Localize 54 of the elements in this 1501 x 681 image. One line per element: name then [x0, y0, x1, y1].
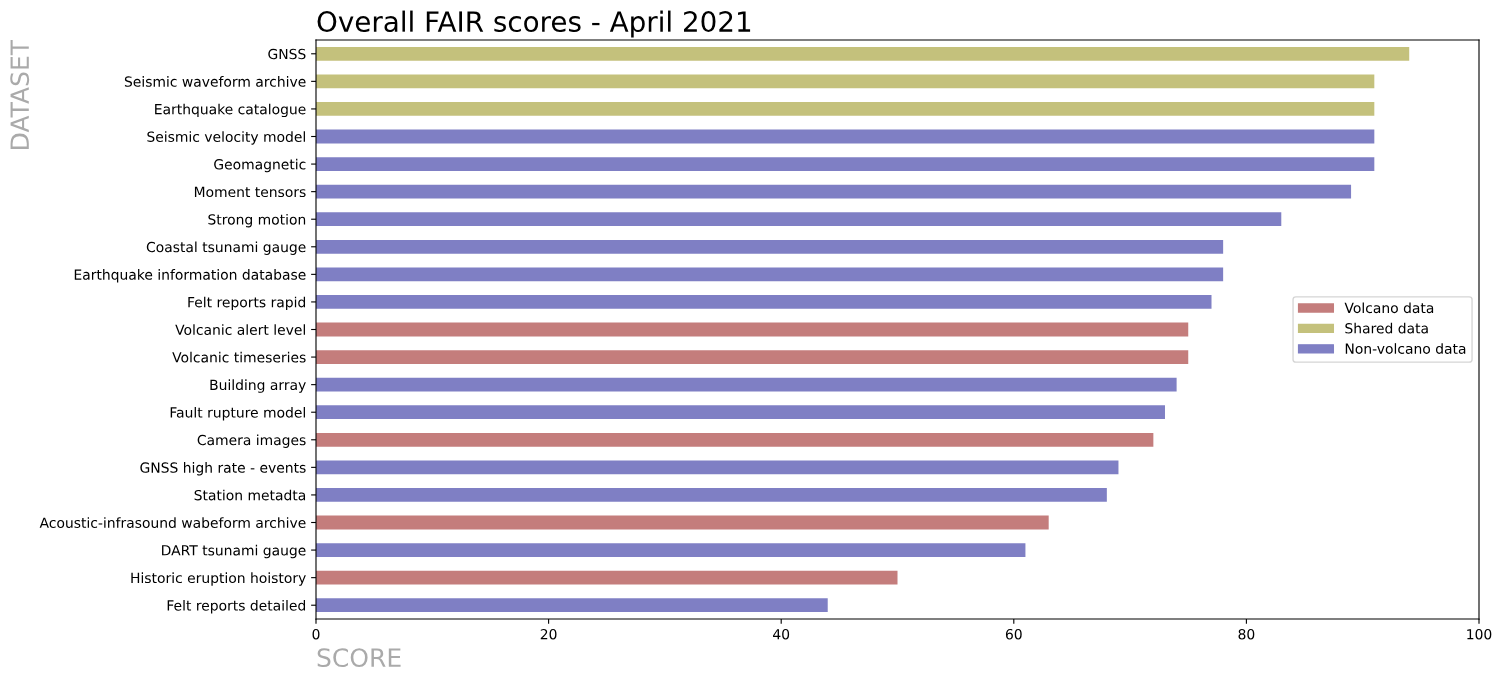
- bar: [316, 598, 828, 613]
- y-tick-label: Coastal tsunami gauge: [146, 241, 306, 255]
- y-tick-label: GNSS: [268, 48, 306, 60]
- y-tick-label: DART tsunami gauge: [162, 544, 306, 559]
- bar: [316, 350, 1189, 364]
- bar: [316, 74, 1375, 89]
- legend-label: Non-volcano data: [1345, 343, 1466, 354]
- y-tick-label: Felt reports rapid: [188, 296, 306, 311]
- y-tick-label: Camera images: [197, 434, 306, 448]
- x-tick-label: 100: [1467, 628, 1492, 640]
- y-tick-label: Volcanic alert level: [175, 324, 305, 335]
- bar: [316, 239, 1224, 254]
- bar: [316, 570, 898, 585]
- y-tick-label: GNSS high rate - events: [140, 462, 306, 476]
- bar: [316, 212, 1282, 227]
- y-tick-label: Fault rupture model: [170, 406, 305, 421]
- y-tick-label: Strong motion: [208, 213, 306, 228]
- bar: [316, 267, 1224, 282]
- bar: [316, 543, 1026, 557]
- x-tick-label: 80: [1238, 628, 1255, 640]
- bar: [316, 488, 1107, 502]
- bar: [316, 460, 1119, 475]
- y-axis-title: DATASET: [10, 39, 30, 149]
- bar: [316, 322, 1189, 337]
- y-tick-label: Building array: [210, 379, 306, 393]
- bar: [316, 129, 1375, 144]
- x-tick-label: 20: [540, 628, 557, 640]
- bar: [316, 157, 1375, 171]
- x-tick-label: 40: [773, 628, 790, 640]
- legend-label: Volcano data: [1344, 302, 1434, 314]
- y-tick-label: Seismic waveform archive: [124, 76, 306, 87]
- bar: [316, 295, 1212, 309]
- y-tick-label: Earthquake catalogue: [155, 103, 306, 118]
- y-tick-label: Seismic velocity model: [147, 131, 305, 145]
- chart-title: Overall FAIR scores - April 2021: [317, 10, 751, 38]
- y-tick-label: Geomagnetic: [214, 158, 306, 173]
- y-tick-label: Felt reports detailed: [167, 599, 306, 614]
- bar: [316, 432, 1154, 447]
- bar: [316, 102, 1375, 116]
- bar: [316, 46, 1410, 61]
- x-tick-label: 60: [1005, 628, 1022, 640]
- legend-label: Shared data: [1345, 322, 1428, 334]
- y-tick-label: Acoustic-infrasound wabeform archive: [39, 517, 306, 528]
- x-tick-label: 0: [312, 628, 320, 640]
- y-tick-label: Historic eruption hoistory: [131, 572, 306, 586]
- bar: [316, 377, 1177, 392]
- bar: [316, 515, 1049, 530]
- y-tick-label: Volcanic timeseries: [172, 351, 306, 363]
- bar: [316, 405, 1165, 420]
- y-tick-label: Station metadta: [194, 489, 306, 501]
- y-tick-label: Earthquake information database: [74, 269, 306, 283]
- x-axis-title: SCORE: [317, 648, 401, 668]
- bar: [316, 184, 1352, 199]
- y-tick-label: Moment tensors: [194, 186, 306, 198]
